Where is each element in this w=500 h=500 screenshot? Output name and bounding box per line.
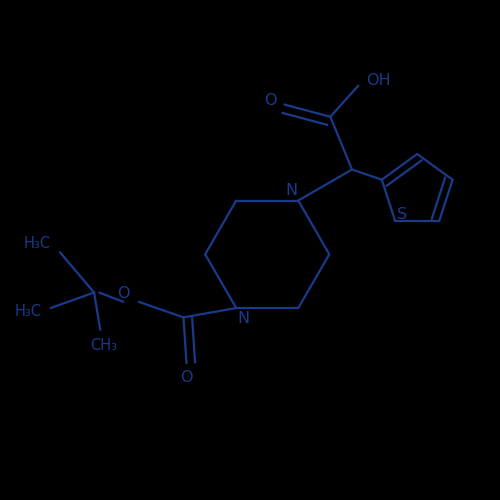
Text: CH₃: CH₃: [90, 338, 117, 353]
Text: OH: OH: [366, 73, 391, 88]
Text: N: N: [237, 311, 249, 326]
Text: H₃C: H₃C: [14, 304, 42, 319]
Text: S: S: [397, 207, 407, 222]
Text: H₃C: H₃C: [24, 236, 51, 251]
Text: O: O: [117, 286, 130, 300]
Text: O: O: [264, 94, 276, 108]
Text: O: O: [180, 370, 193, 385]
Text: N: N: [286, 182, 298, 198]
